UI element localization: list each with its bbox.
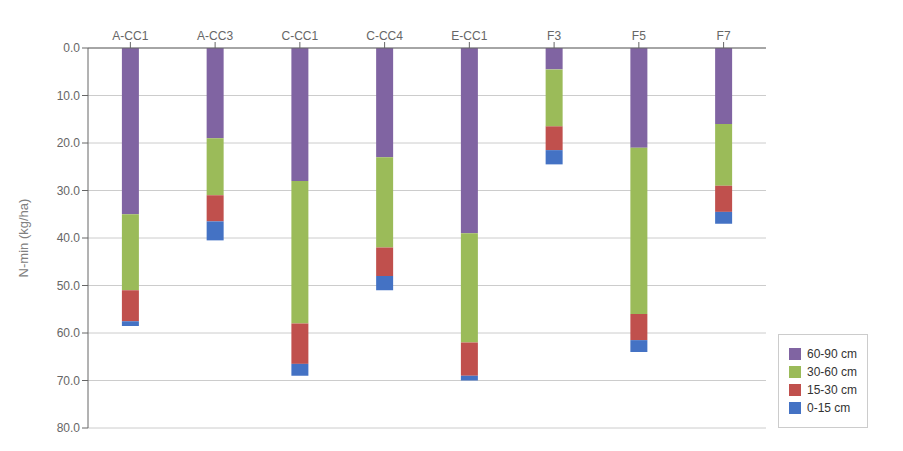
svg-text:C-CC1: C-CC1 bbox=[282, 29, 319, 43]
svg-text:A-CC1: A-CC1 bbox=[112, 29, 148, 43]
svg-text:20.0: 20.0 bbox=[57, 136, 81, 150]
svg-text:C-CC4: C-CC4 bbox=[366, 29, 403, 43]
svg-text:F7: F7 bbox=[717, 29, 731, 43]
svg-text:80.0: 80.0 bbox=[57, 421, 81, 435]
svg-text:0.0: 0.0 bbox=[63, 41, 80, 55]
svg-text:50.0: 50.0 bbox=[57, 279, 81, 293]
html-text:60-90 cm: 60-90 cm bbox=[807, 347, 857, 361]
svg-text:60.0: 60.0 bbox=[57, 326, 81, 340]
html-text:15-30 cm: 15-30 cm bbox=[807, 383, 857, 397]
svg-text:A-CC3: A-CC3 bbox=[197, 29, 233, 43]
html-text:0-15 cm: 0-15 cm bbox=[807, 401, 851, 415]
svg-text:30.0: 30.0 bbox=[57, 184, 81, 198]
svg-text:70.0: 70.0 bbox=[57, 374, 81, 388]
svg-text:40.0: 40.0 bbox=[57, 231, 81, 245]
svg-text:E-CC1: E-CC1 bbox=[451, 29, 487, 43]
svg-text:10.0: 10.0 bbox=[57, 89, 81, 103]
svg-text:F3: F3 bbox=[547, 29, 561, 43]
html-text:30-60 cm: 30-60 cm bbox=[807, 365, 857, 379]
svg-text:F5: F5 bbox=[632, 29, 646, 43]
svg-text:N-min (kg/ha): N-min (kg/ha) bbox=[16, 199, 31, 278]
